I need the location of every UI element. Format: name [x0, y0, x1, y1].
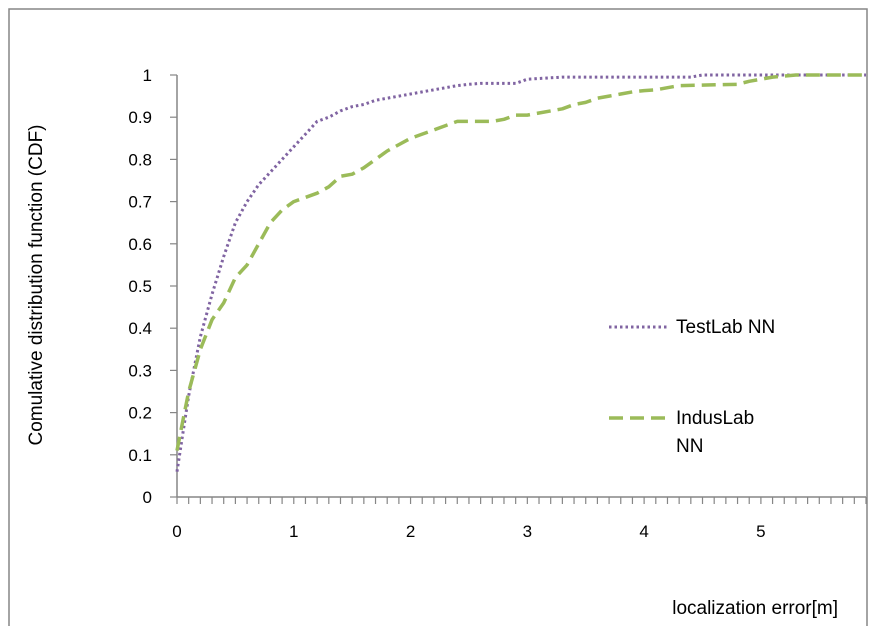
- x-tick-label: 5: [756, 522, 765, 541]
- legend-label-2: NN: [676, 436, 703, 457]
- series-line-1: [175, 73, 866, 472]
- y-tick-label: 0.3: [128, 361, 152, 380]
- plot-area: [175, 73, 866, 472]
- legend-label-2: IndusLab: [676, 408, 754, 429]
- y-tick-label: 0.2: [128, 404, 152, 423]
- x-tick-label: 0: [172, 522, 181, 541]
- y-tick-label: 0.5: [128, 277, 152, 296]
- y-tick-label: 0.8: [128, 150, 152, 169]
- x-tick-label: 3: [523, 522, 532, 541]
- y-tick-label: 0.6: [128, 235, 152, 254]
- series-line-2: [175, 73, 866, 451]
- chart-border: [8, 8, 868, 630]
- legend: TestLab NN IndusLab NN: [609, 317, 775, 457]
- x-tick-label: 2: [406, 522, 415, 541]
- x-tick-label: 1: [289, 522, 298, 541]
- y-tick-label: 0.9: [128, 108, 152, 127]
- y-tick-label: 0.4: [128, 319, 152, 338]
- x-tick-label: 4: [639, 522, 648, 541]
- y-tick-label: 1: [143, 66, 152, 85]
- legend-label-1: TestLab NN: [676, 317, 775, 338]
- x-axis-title: localization error[m]: [672, 598, 838, 619]
- y-tick-label: 0.7: [128, 193, 152, 212]
- y-tick-label: 0: [143, 488, 152, 507]
- axes: 0 0.1 0.2 0.3 0.4 0.5 0.6 0.7 0.8 0.9 1 0 1 2 3 4 5: [128, 66, 867, 541]
- y-axis-title: Comulative distribution function (CDF): [26, 124, 47, 445]
- y-tick-label: 0.1: [128, 446, 152, 465]
